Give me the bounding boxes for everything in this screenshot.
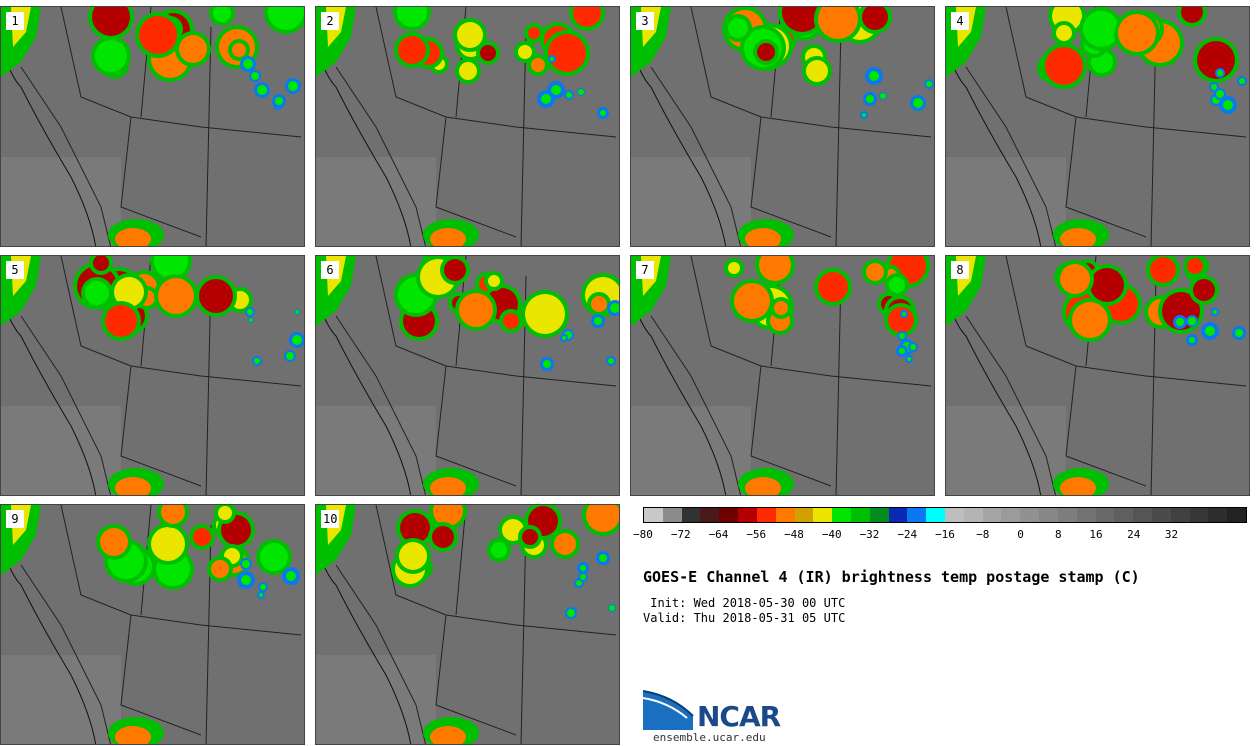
colorbar-swatch [813,508,833,522]
colorbar-swatch [907,508,927,522]
colorbar-swatch [1001,508,1021,522]
colorbar-swatch [1039,508,1058,522]
colorbar-swatch [1133,508,1152,522]
panel-number: 5 [6,261,24,279]
ncar-logo-text: NCAR [697,700,781,733]
colorbar-tick-label: −64 [708,528,729,541]
panel-number: 1 [6,12,24,30]
panel-number: 10 [321,510,340,528]
colorbar-tick-label: −72 [670,528,691,541]
panel-number: 9 [6,510,24,528]
colorbar-tick-label: −32 [859,528,880,541]
colorbar-swatch [1170,508,1190,522]
panel-number: 3 [636,12,654,30]
ncar-logo-icon [643,690,694,730]
panel-5: 5 [0,255,305,496]
colorbar-swatch [850,508,870,522]
panel-10: 10 [315,504,620,745]
colorbar-tick-label: −56 [746,528,767,541]
colorbar-tick-label: −16 [935,528,955,541]
colorbar-swatch [662,508,682,522]
init-time: Init: Wed 2018-05-30 00 UTC [643,596,846,610]
panel-9: 9 [0,504,305,745]
colorbar-swatch [1020,508,1040,522]
panel-1: 1 [0,6,305,247]
colorbar-tick-label: −40 [821,528,842,541]
colorbar-ticks: −80 −72 −64 −56 −48 −40 −32 −24 −16 −8 0 8 16 24 32 [633,528,1247,542]
panel-number: 2 [321,12,339,30]
colorbar-swatch [644,508,663,522]
run-info: Init: Wed 2018-05-30 00 UTC Valid: Thu 2… [643,596,845,626]
colorbar-swatch [869,508,889,522]
colorbar-swatch [945,508,964,522]
panel-number: 7 [636,261,654,279]
panel-number: 4 [951,12,969,30]
valid-time: Valid: Thu 2018-05-31 05 UTC [643,611,846,625]
colorbar-tick-label: 32 [1164,528,1179,541]
panel-4: 4 [945,6,1250,247]
colorbar-swatch [700,508,720,522]
colorbar-swatch [681,508,701,522]
colorbar-swatch [982,508,1002,522]
colorbar-swatch [794,508,814,522]
figure-title: GOES-E Channel 4 (IR) brightness temp po… [643,568,1140,586]
colorbar-swatch [832,508,851,522]
colorbar-swatch [963,508,983,522]
colorbar-swatch [1208,508,1228,522]
colorbar-swatch [756,508,776,522]
colorbar-tick-label: 0 [1017,528,1024,541]
colorbar-swatch [1114,508,1134,522]
panel-number: 6 [321,261,339,279]
panel-7: 7 [630,255,935,496]
colorbar [643,507,1247,523]
colorbar-swatch [775,508,795,522]
colorbar-tick-label: 24 [1127,528,1141,541]
colorbar-swatch [719,508,739,522]
panel-3: 3 [630,6,935,247]
colorbar-swatch [738,508,757,522]
panel-6: 6 [315,255,620,496]
colorbar-tick-label: −24 [897,528,918,541]
panel-number: 8 [951,261,969,279]
colorbar-tick-label: −80 [633,528,653,541]
colorbar-swatch [1227,508,1246,522]
colorbar-tick-label: 8 [1054,528,1062,541]
colorbar-swatch [1095,508,1115,522]
colorbar-tick-label: −8 [976,528,990,541]
colorbar-swatch [1057,508,1077,522]
colorbar-swatch [1076,508,1096,522]
colorbar-swatch [1151,508,1171,522]
colorbar-tick-label: −48 [784,528,804,541]
colorbar-swatch [888,508,908,522]
colorbar-swatch [926,508,945,522]
panel-8: 8 [945,255,1250,496]
panel-2: 2 [315,6,620,247]
colorbar-swatch [1189,508,1209,522]
ensemble-url[interactable]: ensemble.ucar.edu [653,731,766,744]
colorbar-tick-label: 16 [1089,528,1103,541]
